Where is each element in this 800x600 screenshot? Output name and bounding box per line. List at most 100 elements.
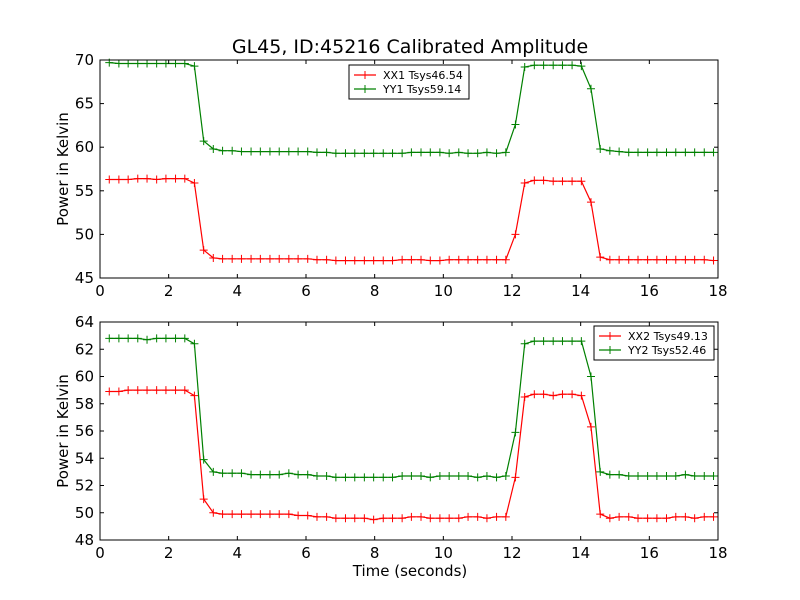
- data-point: [265, 470, 274, 479]
- x-tick-label: 2: [164, 282, 174, 300]
- data-point: [237, 147, 246, 156]
- x-tick-label: 6: [301, 544, 311, 562]
- data-point: [133, 59, 142, 68]
- data-point: [322, 255, 331, 264]
- data-point: [530, 390, 539, 399]
- data-point: [709, 512, 718, 521]
- data-point: [605, 470, 614, 479]
- legend-box: [593, 325, 715, 361]
- data-point: [549, 337, 558, 346]
- y-tick-label: 52: [75, 477, 94, 495]
- y-axis-label: Power in Kelvin: [54, 374, 72, 488]
- data-point: [501, 255, 510, 264]
- data-point: [143, 335, 152, 344]
- data-point: [577, 337, 586, 346]
- data-point: [624, 255, 633, 264]
- data-point: [152, 386, 161, 395]
- data-point: [105, 175, 114, 184]
- data-point: [133, 386, 142, 395]
- chart-title: GL45, ID:45216 Calibrated Amplitude: [232, 36, 588, 58]
- data-point: [190, 178, 199, 187]
- data-point: [549, 177, 558, 186]
- y-tick-label: 58: [75, 395, 94, 413]
- data-point: [568, 390, 577, 399]
- data-point: [331, 256, 340, 265]
- data-point: [341, 473, 350, 482]
- data-point: [284, 510, 293, 519]
- data-point: [577, 62, 586, 71]
- data-point: [199, 455, 208, 464]
- data-point: [501, 471, 510, 480]
- x-tick-label: 0: [95, 282, 105, 300]
- data-point: [284, 147, 293, 156]
- data-point: [218, 254, 227, 263]
- data-point: [492, 255, 501, 264]
- data-point: [624, 512, 633, 521]
- data-point: [624, 148, 633, 157]
- x-tick-label: 8: [370, 544, 380, 562]
- data-point: [247, 470, 256, 479]
- data-point: [643, 148, 652, 157]
- data-point: [171, 59, 180, 68]
- data-point: [152, 59, 161, 68]
- data-point: [379, 256, 388, 265]
- data-point: [605, 255, 614, 264]
- data-point: [124, 175, 133, 184]
- data-point: [558, 337, 567, 346]
- data-point: [398, 255, 407, 264]
- data-point: [228, 146, 237, 155]
- data-point: [634, 514, 643, 523]
- data-point: [643, 471, 652, 480]
- data-point: [634, 255, 643, 264]
- data-point: [568, 337, 577, 346]
- data-point: [454, 471, 463, 480]
- data-point: [596, 144, 605, 153]
- data-point: [596, 510, 605, 519]
- data-point: [294, 511, 303, 520]
- y-tick-label: 50: [75, 225, 94, 243]
- data-point: [388, 149, 397, 158]
- data-point: [634, 471, 643, 480]
- data-point: [228, 254, 237, 263]
- data-point: [124, 334, 133, 343]
- data-point: [643, 255, 652, 264]
- bottom-panel: 0 2 4 6 8 10 12 14 16 18 48 50 52 54 56 58 60 62 64 Power i…: [54, 313, 728, 562]
- data-point: [671, 471, 680, 480]
- data-point: [256, 510, 265, 519]
- data-point: [662, 471, 671, 480]
- y-tick-label: 65: [75, 95, 94, 113]
- data-point: [379, 473, 388, 482]
- data-point: [218, 146, 227, 155]
- data-point: [398, 149, 407, 158]
- series-1: [105, 386, 718, 524]
- data-point: [171, 386, 180, 395]
- data-point: [435, 148, 444, 157]
- data-point: [161, 386, 170, 395]
- data-point: [558, 61, 567, 70]
- data-point: [209, 508, 218, 517]
- data-point: [265, 254, 274, 263]
- y-tick-label: 64: [75, 313, 94, 331]
- data-point: [388, 514, 397, 523]
- data-point: [303, 470, 312, 479]
- data-point: [511, 230, 520, 239]
- data-point: [275, 470, 284, 479]
- legend-label: YY2 Tsys52.46: [627, 344, 706, 357]
- data-point: [199, 246, 208, 255]
- data-point: [615, 512, 624, 521]
- data-point: [671, 512, 680, 521]
- data-point: [350, 473, 359, 482]
- x-tick-label: 14: [571, 544, 590, 562]
- x-tick-label: 4: [233, 282, 243, 300]
- data-point: [190, 339, 199, 348]
- y-tick-label: 50: [75, 504, 94, 522]
- y-tick-label: 70: [75, 51, 94, 69]
- data-point: [501, 512, 510, 521]
- data-point: [237, 254, 246, 263]
- y-tick-label: 48: [75, 531, 94, 549]
- data-point: [473, 473, 482, 482]
- data-point: [152, 334, 161, 343]
- data-point: [643, 514, 652, 523]
